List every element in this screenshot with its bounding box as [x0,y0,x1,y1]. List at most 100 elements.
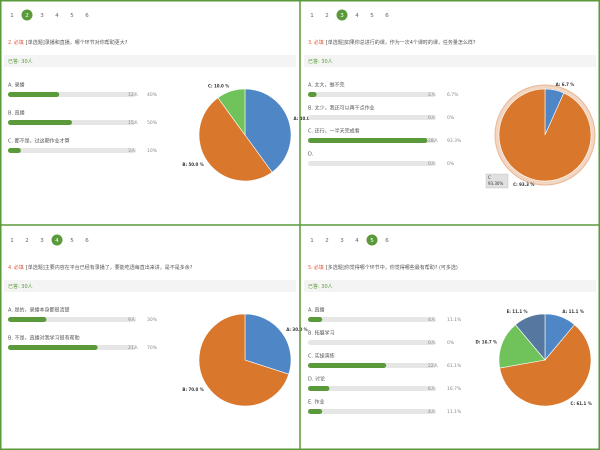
page-number[interactable]: 3 [340,13,344,19]
answered: 已答: 30人 [308,283,333,290]
option-percent: 70% [147,345,158,351]
pie-slice[interactable] [498,324,546,369]
question: 5.必填 [多选题]你觉得哪个环节中，你觉得哪些最有帮助? (可多选) [308,264,458,271]
question: 4.必填 [单选题]主要内容在平台已经有录播了，要能吃透每直出来讲，是不是多余? [8,264,193,271]
page-number[interactable]: 5 [70,238,74,244]
bar-track [308,386,436,391]
pie-label: C: 10.0 % [208,83,229,88]
option-count: 15人 [128,120,139,126]
answered: 已答: 30人 [8,58,33,65]
option-count: 22人 [428,363,439,369]
page-number[interactable]: 5 [70,13,74,19]
option-label: B. 拓展学习 [308,330,335,337]
page-active[interactable] [336,9,348,21]
option-count: 4人 [428,409,436,415]
option-label: B. 太少，我还可以再干点作业 [308,105,375,112]
bar-track [308,409,436,414]
option-label: A. 直播 [308,307,325,314]
page-number[interactable]: 3 [40,13,44,19]
page-number[interactable]: 4 [355,238,359,244]
pie-slice[interactable] [515,313,546,361]
page-number[interactable]: 6 [85,13,89,19]
bar-track [308,115,436,120]
pie-label: C: 61.1 % [571,401,592,406]
pie-label: D: 16.7 % [475,340,497,345]
bar-track [308,161,436,166]
answered-band [4,280,296,292]
page-number[interactable]: 5 [370,13,374,19]
option-count: 28人 [428,138,439,144]
page-number[interactable]: 4 [55,238,59,244]
option-count: 4人 [428,317,436,323]
option-label: A. 是的，录播本身都很清楚 [8,307,70,314]
question-number: 4. [8,265,13,271]
pie-label: A: 6.7 % [556,82,575,87]
bar [8,317,47,322]
pie-slice[interactable] [198,313,290,407]
answered-band [304,55,596,67]
page-active[interactable] [366,234,378,246]
page-number[interactable]: 4 [355,13,359,19]
page-number[interactable]: 3 [340,238,344,244]
pie-slice[interactable] [217,88,246,136]
option-label: C. 都不是，过这期作业才算 [8,138,70,145]
pie-slice[interactable] [198,97,273,182]
pie-slice[interactable] [498,88,592,182]
option-percent: 11.1% [447,409,462,415]
option-label: A. 录播 [8,82,25,89]
bar [308,363,387,368]
bar [308,409,323,414]
page-number[interactable]: 6 [385,238,389,244]
tooltip-box [485,173,509,189]
page-number[interactable]: 2 [25,13,29,19]
page-number[interactable]: 1 [10,13,14,19]
page-number[interactable]: 2 [325,238,329,244]
page-number[interactable]: 6 [385,13,389,19]
page-active[interactable] [51,234,63,246]
option-count: 2人 [428,92,436,98]
option-percent: 11.1% [447,317,462,323]
page-number[interactable]: 5 [370,238,374,244]
question: 2.必填 [单选题]录播和直播，哪个环节对你帮助更大? [8,39,128,46]
page-number[interactable]: 1 [310,238,314,244]
option-count: 6人 [428,386,436,392]
pie-slice[interactable] [499,324,592,407]
pie-slice[interactable] [244,88,292,173]
option-count: 0人 [428,161,436,167]
page-number[interactable]: 3 [40,238,44,244]
pie-slice[interactable] [244,313,292,375]
option-percent: 30% [147,317,158,323]
option-count: 12人 [128,92,139,98]
bar [8,120,72,125]
page-number[interactable]: 1 [10,238,14,244]
page-number[interactable]: 1 [310,13,314,19]
required-tag: 必填 [14,264,24,271]
option-count: 9人 [128,317,136,323]
page-number[interactable]: 4 [55,13,59,19]
option-percent: 50% [147,120,158,126]
option-percent: 16.7% [447,386,462,392]
option-label: B. 直播 [8,110,25,117]
option-label: E. 作业 [308,399,324,406]
pie-label: A: 30.0 % [286,327,307,332]
required-tag: 必填 [314,39,324,46]
bar [308,386,330,391]
option-percent: 0% [447,115,455,121]
option-label: A. 太大，做不完 [308,82,345,89]
question-number: 2. [8,40,13,46]
page-active[interactable] [21,9,33,21]
option-count: 0人 [428,340,436,346]
page-number[interactable]: 2 [325,13,329,19]
pie-label: C: 93.3 % [513,182,534,187]
option-percent: 93.3% [447,138,462,144]
option-percent: 61.1% [447,363,462,369]
bar [8,148,21,153]
page-number[interactable]: 2 [25,238,29,244]
page-number[interactable]: 6 [85,238,89,244]
question-number: 3. [308,40,313,46]
bar-track [308,92,436,97]
option-count: 0人 [428,115,436,121]
option-label: C. 还行，一半天完成看 [308,128,360,135]
